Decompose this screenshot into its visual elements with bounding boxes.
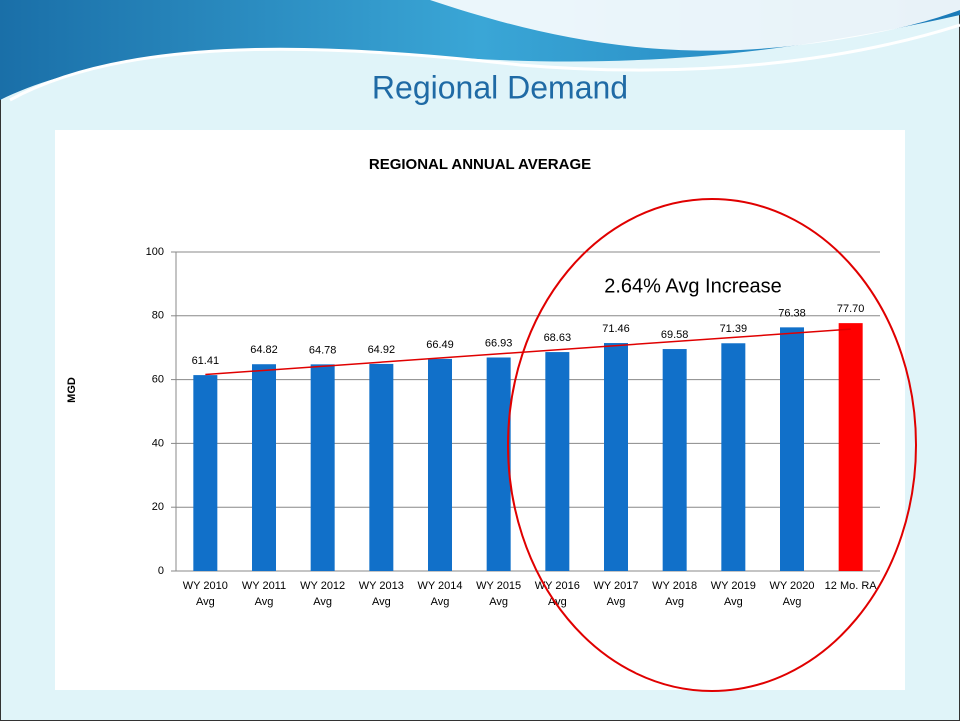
bar xyxy=(369,363,394,571)
slide-title: Regional Demand xyxy=(372,69,628,105)
x-tick-label: WY 2014 Avg xyxy=(417,580,462,608)
bar xyxy=(721,343,746,571)
y-tick-label: 40 xyxy=(152,437,164,449)
bar xyxy=(545,352,570,571)
trend-line xyxy=(205,328,851,376)
value-label: 77.70 xyxy=(837,303,865,315)
x-tick-label: WY 2011 Avg xyxy=(242,580,286,608)
bar xyxy=(486,357,511,571)
bar xyxy=(310,364,335,571)
plot: 0 20 40 60 80 100 WY 2010 Avg 61.41 WY 2011 Avg 64.… xyxy=(146,246,880,608)
y-tick-label: 0 xyxy=(158,565,164,577)
value-label: 71.39 xyxy=(720,323,748,335)
x-tick-label: WY 2019 Avg xyxy=(711,580,756,608)
y-axis-label: MGD xyxy=(66,377,78,403)
value-label: 66.49 xyxy=(426,339,454,351)
x-tick-label: WY 2017 Avg xyxy=(593,580,638,608)
x-tick-label: WY 2012 Avg xyxy=(300,580,345,608)
value-label: 64.92 xyxy=(368,344,396,356)
y-tick-label: 100 xyxy=(146,246,164,258)
bar xyxy=(193,375,218,571)
value-label: 71.46 xyxy=(602,323,630,335)
value-label: 68.63 xyxy=(544,332,572,344)
header-line xyxy=(9,23,960,102)
bar xyxy=(662,349,687,571)
chart-title: REGIONAL ANNUAL AVERAGE xyxy=(369,156,591,173)
value-label: 64.78 xyxy=(309,344,337,356)
y-tick-label: 80 xyxy=(152,310,164,322)
annotation: 2.64% Avg Increase xyxy=(604,275,782,297)
bar xyxy=(428,358,452,571)
value-label: 76.38 xyxy=(778,307,806,319)
bar xyxy=(252,364,276,571)
x-tick-label: WY 2010 Avg xyxy=(183,580,228,608)
bar xyxy=(604,343,628,571)
x-tick-label: WY 2020 Avg xyxy=(769,580,814,608)
bar xyxy=(838,323,863,571)
value-label: 66.93 xyxy=(485,337,513,349)
x-tick-label: 12 Mo. RA xyxy=(825,580,878,592)
value-label: 61.41 xyxy=(192,355,220,367)
y-tick-label: 20 xyxy=(152,501,164,513)
chart-area xyxy=(55,130,905,690)
y-tick-label: 60 xyxy=(152,374,164,386)
x-tick-label: WY 2013 Avg xyxy=(359,580,404,608)
x-tick-label: WY 2018 Avg xyxy=(652,580,697,608)
highlight-ellipse xyxy=(507,198,917,692)
x-tick-label: WY 2015 Avg xyxy=(476,580,521,608)
value-label: 64.82 xyxy=(250,344,278,356)
header-highlight xyxy=(430,0,960,51)
value-label: 69.58 xyxy=(661,329,689,341)
bar xyxy=(780,327,804,571)
